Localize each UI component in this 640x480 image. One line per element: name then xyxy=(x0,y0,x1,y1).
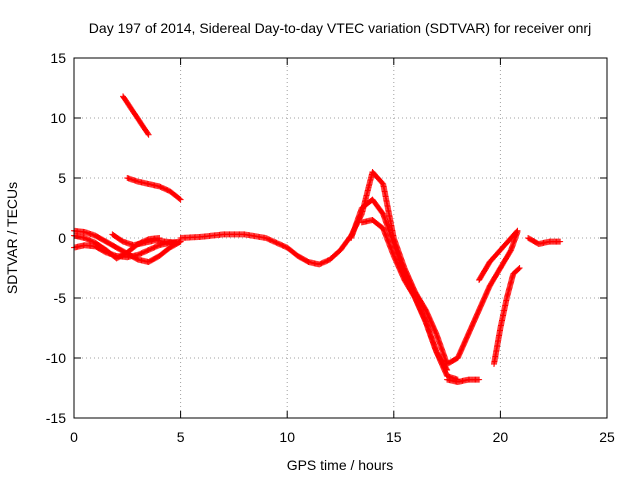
x-axis-label: GPS time / hours xyxy=(287,457,394,473)
data-point xyxy=(173,239,180,246)
x-tick-label: 15 xyxy=(386,429,402,445)
x-tick-label: 25 xyxy=(599,429,615,445)
x-tick-label: 5 xyxy=(177,429,185,445)
data-point xyxy=(476,376,483,383)
y-tick-label: 15 xyxy=(50,50,66,66)
y-tick-label: -5 xyxy=(54,290,67,306)
data-point xyxy=(513,228,520,235)
series-arc-late-1 xyxy=(444,376,483,385)
x-tick-label: 0 xyxy=(70,429,78,445)
plot-frame xyxy=(73,57,608,419)
series-arc-low-4 xyxy=(109,231,180,249)
y-tick-label: -10 xyxy=(46,350,66,366)
x-tick-label: 20 xyxy=(493,429,509,445)
data-point xyxy=(516,265,523,271)
data-point xyxy=(514,227,521,234)
series-main-trace xyxy=(177,169,521,367)
x-tick-label: 10 xyxy=(279,429,295,445)
tick-labels: 0 5 10 15 20 25 -15 -10 -5 0 5 10 15 xyxy=(46,50,615,445)
series-arc-high-2 xyxy=(124,175,184,203)
series-arc-late-3 xyxy=(491,265,523,367)
y-tick-label: 0 xyxy=(58,230,66,246)
series-arc-late-4 xyxy=(525,235,564,247)
y-tick-label: 5 xyxy=(58,170,66,186)
data-point xyxy=(145,131,152,138)
data-point xyxy=(144,130,151,137)
y-axis-label: SDTVAR / TECUs xyxy=(4,182,20,294)
y-tick-label: -15 xyxy=(46,410,66,426)
data-point xyxy=(177,196,184,203)
data-point xyxy=(176,195,183,202)
data-point xyxy=(515,265,522,272)
chart-title: Day 197 of 2014, Sidereal Day-to-day VTE… xyxy=(89,20,591,36)
y-tick-label: 10 xyxy=(50,110,66,126)
series-arc-peak-3 xyxy=(358,217,451,373)
data-points xyxy=(71,93,564,385)
data-point xyxy=(557,238,564,245)
series-arc-late-2 xyxy=(476,227,521,283)
series-arc-high-1 xyxy=(120,93,152,138)
data-point xyxy=(444,367,451,373)
grid xyxy=(74,58,607,418)
data-point xyxy=(443,365,450,372)
